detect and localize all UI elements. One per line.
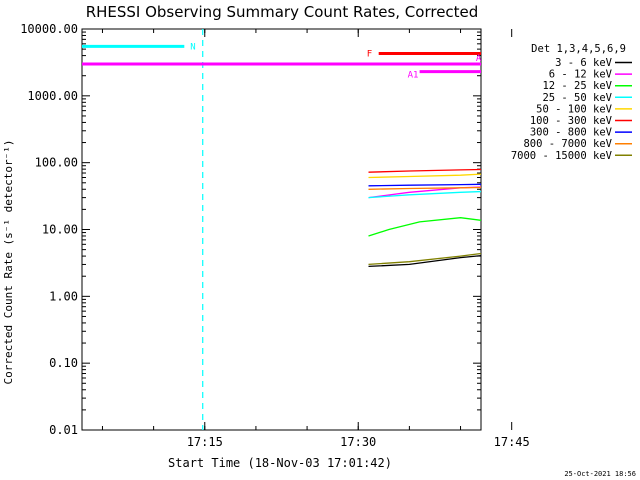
legend-entry: 6 - 12 keV xyxy=(549,69,613,81)
flag-label: A1 xyxy=(408,71,419,81)
flag-label: A0 xyxy=(476,54,487,64)
y-tick-label: 10000.00 xyxy=(20,22,78,36)
series-line xyxy=(368,217,481,237)
y-tick-label: 1000.00 xyxy=(27,89,78,103)
series-line xyxy=(368,186,481,199)
timestamp: 25-Oct-2021 18:56 xyxy=(564,470,636,478)
series-line xyxy=(368,252,481,266)
y-tick-label: 10.00 xyxy=(42,223,78,237)
series-line xyxy=(368,254,481,268)
legend-entry: 100 - 300 keV xyxy=(530,115,613,127)
flag-label: F xyxy=(367,49,372,59)
data-layer: NNFA0A1 xyxy=(82,29,487,430)
legend-entry: 25 - 50 keV xyxy=(542,92,612,104)
y-axis-label: Corrected Count Rate (s⁻¹ detector⁻¹) xyxy=(2,139,15,384)
legend-entry: 7000 - 15000 keV xyxy=(511,150,613,162)
y-tick-label: 0.10 xyxy=(49,356,78,370)
legend-entry: 50 - 100 keV xyxy=(536,103,613,115)
y-tick-label: 100.00 xyxy=(35,156,78,170)
legend-entry: 300 - 800 keV xyxy=(530,127,613,139)
legend-entry: 12 - 25 keV xyxy=(542,80,612,92)
legend-entry: 3 - 6 keV xyxy=(555,57,613,69)
plot-area: 10000.00 1000.00 100.00 10.00 1.00 0.10 0.01 17… xyxy=(20,22,530,449)
chart-title: RHESSI Observing Summary Count Rates, Co… xyxy=(86,3,479,21)
y-tick-label: 1.00 xyxy=(49,289,78,303)
plot-frame xyxy=(81,28,482,431)
legend-entry: 800 - 7000 keV xyxy=(523,138,612,150)
y-tick-label: 0.01 xyxy=(49,423,78,437)
x-tick-label: 17:15 xyxy=(187,435,223,449)
legend-title: Det 1,3,4,5,6,9 xyxy=(531,43,626,55)
flag-label: N xyxy=(190,42,195,52)
x-tick-label: 17:30 xyxy=(340,435,376,449)
x-tick-label: 17:45 xyxy=(494,435,530,449)
x-axis-label: Start Time (18-Nov-03 17:01:42) xyxy=(168,456,392,470)
